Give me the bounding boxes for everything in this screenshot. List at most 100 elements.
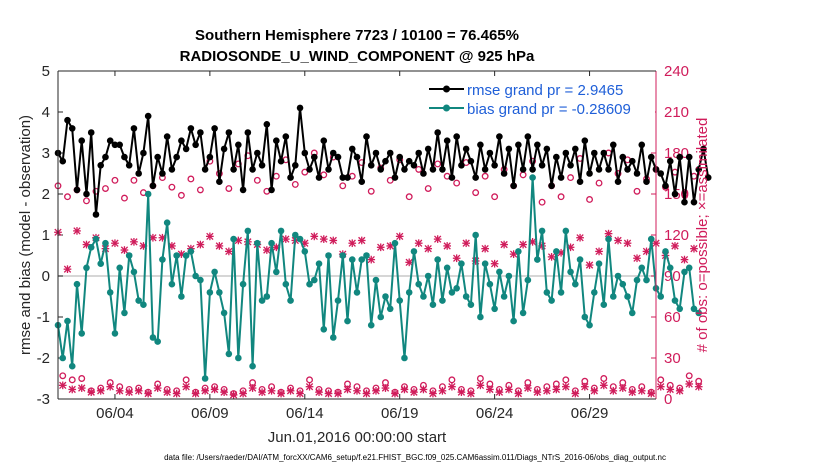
bias-point [524, 276, 532, 284]
rmse-point [363, 133, 370, 140]
rmse-point [681, 198, 688, 206]
bias-point [481, 260, 489, 268]
obs-assimilated-point [585, 261, 594, 269]
bias-point [258, 297, 266, 304]
rmse-point [68, 125, 76, 132]
bias-point [647, 235, 655, 243]
bias-point [159, 256, 166, 263]
obs-possible-point [187, 175, 195, 183]
rmse-point [329, 149, 337, 157]
rmse-point [704, 174, 712, 181]
rmse-point [534, 141, 541, 149]
bias-point [505, 272, 513, 280]
bias-point [382, 293, 389, 300]
bias-point [453, 285, 460, 292]
obs-possible-point [306, 376, 313, 384]
obs-assimilated-point [134, 386, 143, 395]
bias-point [377, 313, 385, 321]
bias-point [320, 326, 328, 333]
bias-point [472, 231, 479, 239]
rmse-point [676, 153, 684, 161]
rmse-point [666, 157, 674, 165]
legend-bias-marker [443, 104, 450, 112]
obs-assimilated-point [277, 389, 285, 398]
obs-assimilated-point [125, 388, 134, 397]
rmse-point [163, 133, 171, 140]
obs-possible-point [538, 198, 546, 206]
obs-assimilated-point [362, 389, 371, 398]
obs-assimilated-point [495, 388, 504, 397]
rmse-point [116, 141, 123, 149]
rmse-point [543, 145, 551, 153]
rmse-point [420, 170, 427, 177]
bias-point [144, 190, 152, 198]
rmse-point [149, 182, 157, 190]
rmse-point [401, 166, 408, 173]
rmse-point [325, 166, 332, 173]
obs-assimilated-point [63, 265, 72, 274]
bias-point [78, 330, 86, 337]
obs-possible-point [386, 176, 394, 184]
obs-possible-point [225, 185, 233, 192]
rmse-point [510, 182, 517, 190]
obs-assimilated-point [410, 388, 418, 397]
legend-bias-label: bias grand pr = -0.28609 [467, 101, 631, 118]
obs-possible-point [68, 376, 76, 384]
bias-point [681, 268, 688, 276]
bias-point [628, 309, 636, 317]
rmse-point [638, 141, 646, 149]
rmse-point [700, 145, 707, 153]
obs-assimilated-point [462, 239, 470, 248]
rmse-point [130, 125, 138, 132]
bias-point [287, 297, 294, 304]
obs-assimilated-point [305, 382, 314, 391]
rmse-point [239, 186, 247, 194]
bias-point [538, 227, 546, 235]
bias-point [591, 289, 598, 296]
obs-possible-point [177, 191, 185, 199]
rmse-point [576, 178, 584, 185]
bias-point [220, 309, 228, 317]
bias-point [182, 252, 190, 259]
obs-assimilated-point [519, 240, 527, 249]
tick-layer: 06/04 06/09 06/14 06/19 06/24 06/29 -3 -2 -1 0 1 2 3… [37, 63, 689, 422]
bias-point [353, 289, 361, 296]
rmse-point [135, 170, 142, 177]
rmse-point [154, 153, 161, 161]
obs-assimilated-point [329, 236, 338, 245]
rmse-point [292, 162, 299, 169]
bias-point [424, 272, 432, 280]
rmse-point [391, 174, 399, 181]
obs-assimilated-point [505, 385, 513, 394]
bias-point [187, 248, 195, 255]
obs-assimilated-point [334, 389, 342, 398]
rmse-point [567, 162, 574, 169]
bias-point [557, 289, 565, 296]
rmse-point [448, 174, 456, 181]
bias-point [249, 362, 256, 370]
bias-point [543, 289, 551, 296]
y2-tick-label: 60 [664, 309, 681, 326]
rmse-point [254, 149, 261, 157]
legend: rmse grand pr = 2.9465 bias grand pr = -… [425, 77, 655, 119]
obs-possible-point [367, 187, 375, 195]
rmse-point [595, 166, 603, 173]
bias-point [434, 256, 441, 263]
rmse-point [230, 166, 237, 173]
bias-point [206, 289, 214, 296]
bias-point [197, 276, 204, 284]
rmse-point [178, 137, 185, 144]
rmse-point [519, 166, 527, 173]
y-axis-label: rmse and bias (model - observation) [17, 115, 34, 355]
obs-assimilated-point [163, 388, 171, 397]
y2-tick-label: 210 [664, 104, 689, 121]
rmse-point [296, 104, 304, 112]
obs-possible-point [476, 375, 484, 382]
bias-point [334, 297, 342, 304]
rmse-point [339, 174, 347, 181]
bias-point [339, 252, 347, 259]
rmse-point [268, 186, 275, 194]
rmse-point [496, 133, 503, 140]
bias-point [344, 317, 351, 325]
obs-assimilated-point [590, 386, 599, 395]
